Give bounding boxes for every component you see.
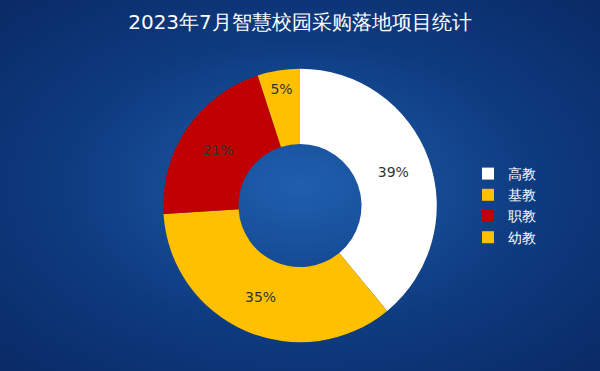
svg-text:39%: 39% xyxy=(378,164,409,180)
svg-text:基教: 基教 xyxy=(508,187,536,203)
svg-text:5%: 5% xyxy=(270,81,292,97)
svg-text:35%: 35% xyxy=(245,289,276,305)
svg-text:高教: 高教 xyxy=(508,166,536,182)
svg-text:21%: 21% xyxy=(202,142,233,158)
svg-text:幼教: 幼教 xyxy=(508,230,536,246)
svg-text:职教: 职教 xyxy=(508,208,536,224)
svg-text:2023年7月智慧校园采购落地项目统计: 2023年7月智慧校园采购落地项目统计 xyxy=(128,10,472,34)
